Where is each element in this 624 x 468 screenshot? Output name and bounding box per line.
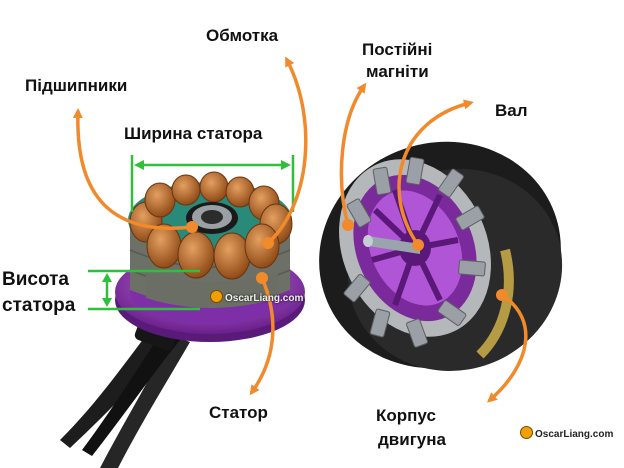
motor-bell (319, 141, 563, 371)
label-winding: Обмотка (206, 26, 279, 45)
callout-dots (186, 219, 508, 301)
arrow-shaft (397, 99, 474, 247)
owl-logo-icon (520, 426, 533, 439)
callout-arrows (72, 56, 528, 403)
watermark-corner: OscarLiang.com (520, 426, 613, 440)
stator-height-dimension (88, 269, 200, 311)
arrow-motor-bell (486, 293, 528, 403)
arrow-bearings (72, 108, 194, 230)
label-stator-height-line1: Висота (2, 269, 69, 290)
arrow-magnets (339, 82, 367, 227)
label-shaft: Вал (495, 101, 528, 120)
label-magnets-line2: магніти (366, 62, 429, 81)
label-magnets-line1: Постійні (362, 40, 433, 59)
label-bearings: Підшипники (25, 76, 128, 95)
owl-logo-icon (210, 290, 223, 303)
label-stator-height-line2: статора (2, 295, 76, 316)
stator-assembly (115, 171, 305, 342)
label-stator-width: Ширина статора (124, 124, 263, 143)
label-motor-bell-line2: двигуна (378, 430, 446, 449)
watermark-stator: OscarLiang.com (210, 290, 303, 304)
label-stator: Статор (209, 403, 268, 422)
arrow-stator (249, 276, 275, 396)
arrow-winding (266, 56, 308, 245)
label-motor-bell-line1: Корпус (376, 406, 436, 425)
